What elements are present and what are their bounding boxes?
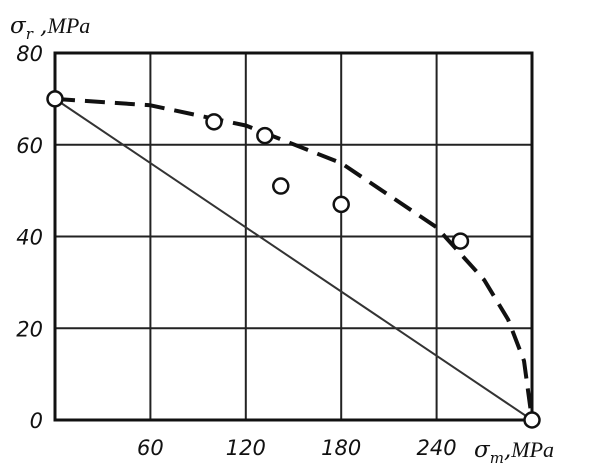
x-axis-separator: , [504, 437, 511, 463]
x-tick-label: 60 [137, 436, 164, 460]
dashed-curve-series [54, 96, 534, 421]
x-tick-label: 120 [226, 436, 266, 460]
y-axis-unit: MPa [47, 13, 91, 38]
x-axis-subscript: m [490, 449, 504, 466]
data-point-marker [256, 126, 274, 145]
straight-line-series [54, 98, 533, 421]
y-tick-label: 0 [30, 409, 43, 433]
data-point-marker [205, 113, 223, 131]
data-point-marker [272, 177, 290, 195]
x-axis-unit: MPa [510, 437, 554, 462]
plot-frame [53, 51, 534, 422]
data-point-marker [332, 195, 350, 214]
data-point-marker [46, 90, 64, 108]
y-tick-label: 80 [16, 42, 43, 66]
x-axis-title: σm,MPa [474, 437, 554, 466]
y-tick-label: 20 [16, 317, 43, 341]
y-axis-subscript: r [26, 25, 34, 43]
y-axis-symbol: σ [10, 13, 27, 39]
x-tick-label: 240 [417, 436, 457, 460]
grid-layer [53, 51, 534, 422]
y-axis-separator: , [33, 13, 48, 39]
y-tick-label: 40 [16, 226, 43, 250]
y-tick-label: 60 [16, 134, 43, 158]
x-axis-symbol: σ [474, 437, 491, 463]
x-tick-label: 180 [321, 436, 361, 460]
data-point-marker [523, 411, 541, 429]
data-point-marker [451, 232, 470, 250]
series-layer [46, 90, 541, 429]
y-axis-title: σr ,MPa [10, 13, 90, 43]
tick-labels: 60 120 180 240 0 20 40 60 80 [16, 42, 456, 460]
